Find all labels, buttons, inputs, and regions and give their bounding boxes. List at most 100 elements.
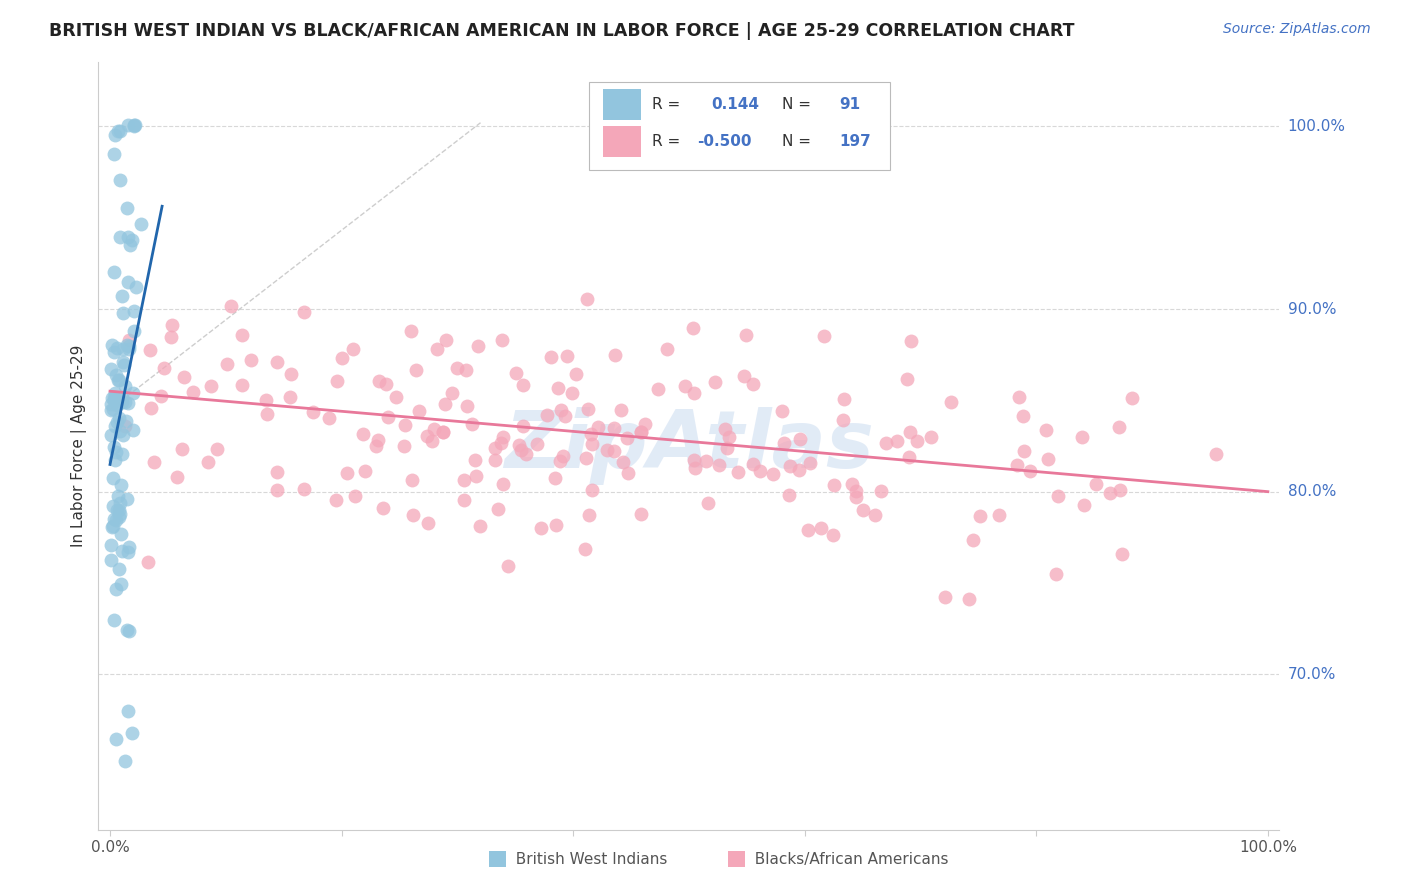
Point	[432, 425, 454, 440]
Text: 90.0%: 90.0%	[1288, 301, 1336, 317]
Point	[581, 483, 603, 498]
Point	[540, 350, 562, 364]
Point	[453, 493, 475, 508]
Point	[280, 367, 302, 381]
Point	[561, 386, 583, 401]
Point	[603, 421, 626, 435]
Point	[105, 341, 128, 355]
Point	[111, 447, 134, 461]
Bar	[603, 126, 641, 157]
Point	[526, 437, 548, 451]
Point	[104, 419, 127, 434]
Point	[111, 355, 134, 369]
Point	[103, 265, 125, 279]
Point	[799, 456, 821, 470]
Point	[1046, 489, 1069, 503]
Point	[114, 754, 136, 768]
Point	[962, 533, 984, 548]
Point	[484, 441, 506, 455]
Point	[254, 393, 277, 408]
Point	[612, 455, 634, 469]
Point	[120, 238, 142, 252]
Point	[897, 450, 920, 465]
Point	[141, 401, 163, 416]
Point	[630, 507, 652, 521]
Text: 70.0%: 70.0%	[1288, 667, 1336, 681]
Point	[104, 582, 127, 597]
Point	[886, 434, 908, 449]
Point	[426, 342, 449, 356]
Point	[101, 392, 124, 406]
Point	[111, 428, 134, 442]
Point	[420, 434, 443, 448]
Point	[1121, 391, 1143, 405]
Point	[934, 591, 956, 605]
Point	[117, 545, 139, 559]
Point	[105, 502, 128, 516]
Point	[576, 402, 599, 417]
Point	[108, 510, 131, 524]
Point	[377, 409, 399, 424]
Point	[103, 392, 125, 407]
Point	[467, 339, 489, 353]
Point	[496, 559, 519, 574]
Point	[1205, 447, 1227, 461]
Point	[301, 405, 323, 419]
Point	[104, 386, 127, 401]
Text: Source: ZipAtlas.com: Source: ZipAtlas.com	[1223, 22, 1371, 37]
Point	[122, 386, 145, 401]
Point	[103, 512, 125, 526]
Point	[121, 726, 143, 740]
Point	[108, 561, 131, 575]
Point	[115, 624, 138, 638]
Point	[416, 516, 439, 530]
Point	[115, 414, 138, 428]
Point	[512, 377, 534, 392]
Point	[392, 439, 415, 453]
Text: 0.144: 0.144	[711, 97, 759, 112]
Point	[118, 333, 141, 347]
Text: 91: 91	[839, 97, 860, 112]
Point	[100, 428, 122, 442]
Point	[1035, 423, 1057, 437]
Point	[875, 436, 897, 450]
Point	[515, 447, 537, 461]
Text: 80.0%: 80.0%	[1288, 484, 1336, 500]
Point	[117, 230, 139, 244]
Point	[105, 731, 128, 746]
Point	[896, 372, 918, 386]
Point	[779, 458, 801, 473]
Point	[100, 361, 122, 376]
Point	[122, 119, 145, 133]
Point	[508, 438, 530, 452]
Point	[703, 375, 725, 389]
Text: R =: R =	[652, 134, 686, 149]
Point	[489, 436, 512, 450]
Point	[464, 452, 486, 467]
Point	[101, 520, 124, 534]
Point	[231, 328, 253, 343]
Point	[100, 553, 122, 567]
Point	[105, 368, 128, 383]
Point	[124, 118, 146, 132]
Point	[579, 427, 602, 442]
Point	[118, 342, 141, 356]
Point	[108, 410, 131, 425]
Text: 197: 197	[839, 134, 870, 149]
Point	[111, 342, 134, 356]
Point	[841, 477, 863, 491]
Point	[695, 454, 717, 468]
Point	[865, 508, 887, 523]
Point	[1098, 485, 1121, 500]
Point	[325, 493, 347, 508]
Point	[440, 386, 463, 401]
Point	[1012, 409, 1035, 423]
Point	[118, 339, 141, 353]
Point	[423, 422, 446, 436]
Point	[575, 292, 598, 306]
Point	[173, 370, 195, 384]
Point	[256, 407, 278, 421]
Point	[546, 517, 568, 532]
Point	[367, 433, 389, 447]
Point	[486, 501, 509, 516]
